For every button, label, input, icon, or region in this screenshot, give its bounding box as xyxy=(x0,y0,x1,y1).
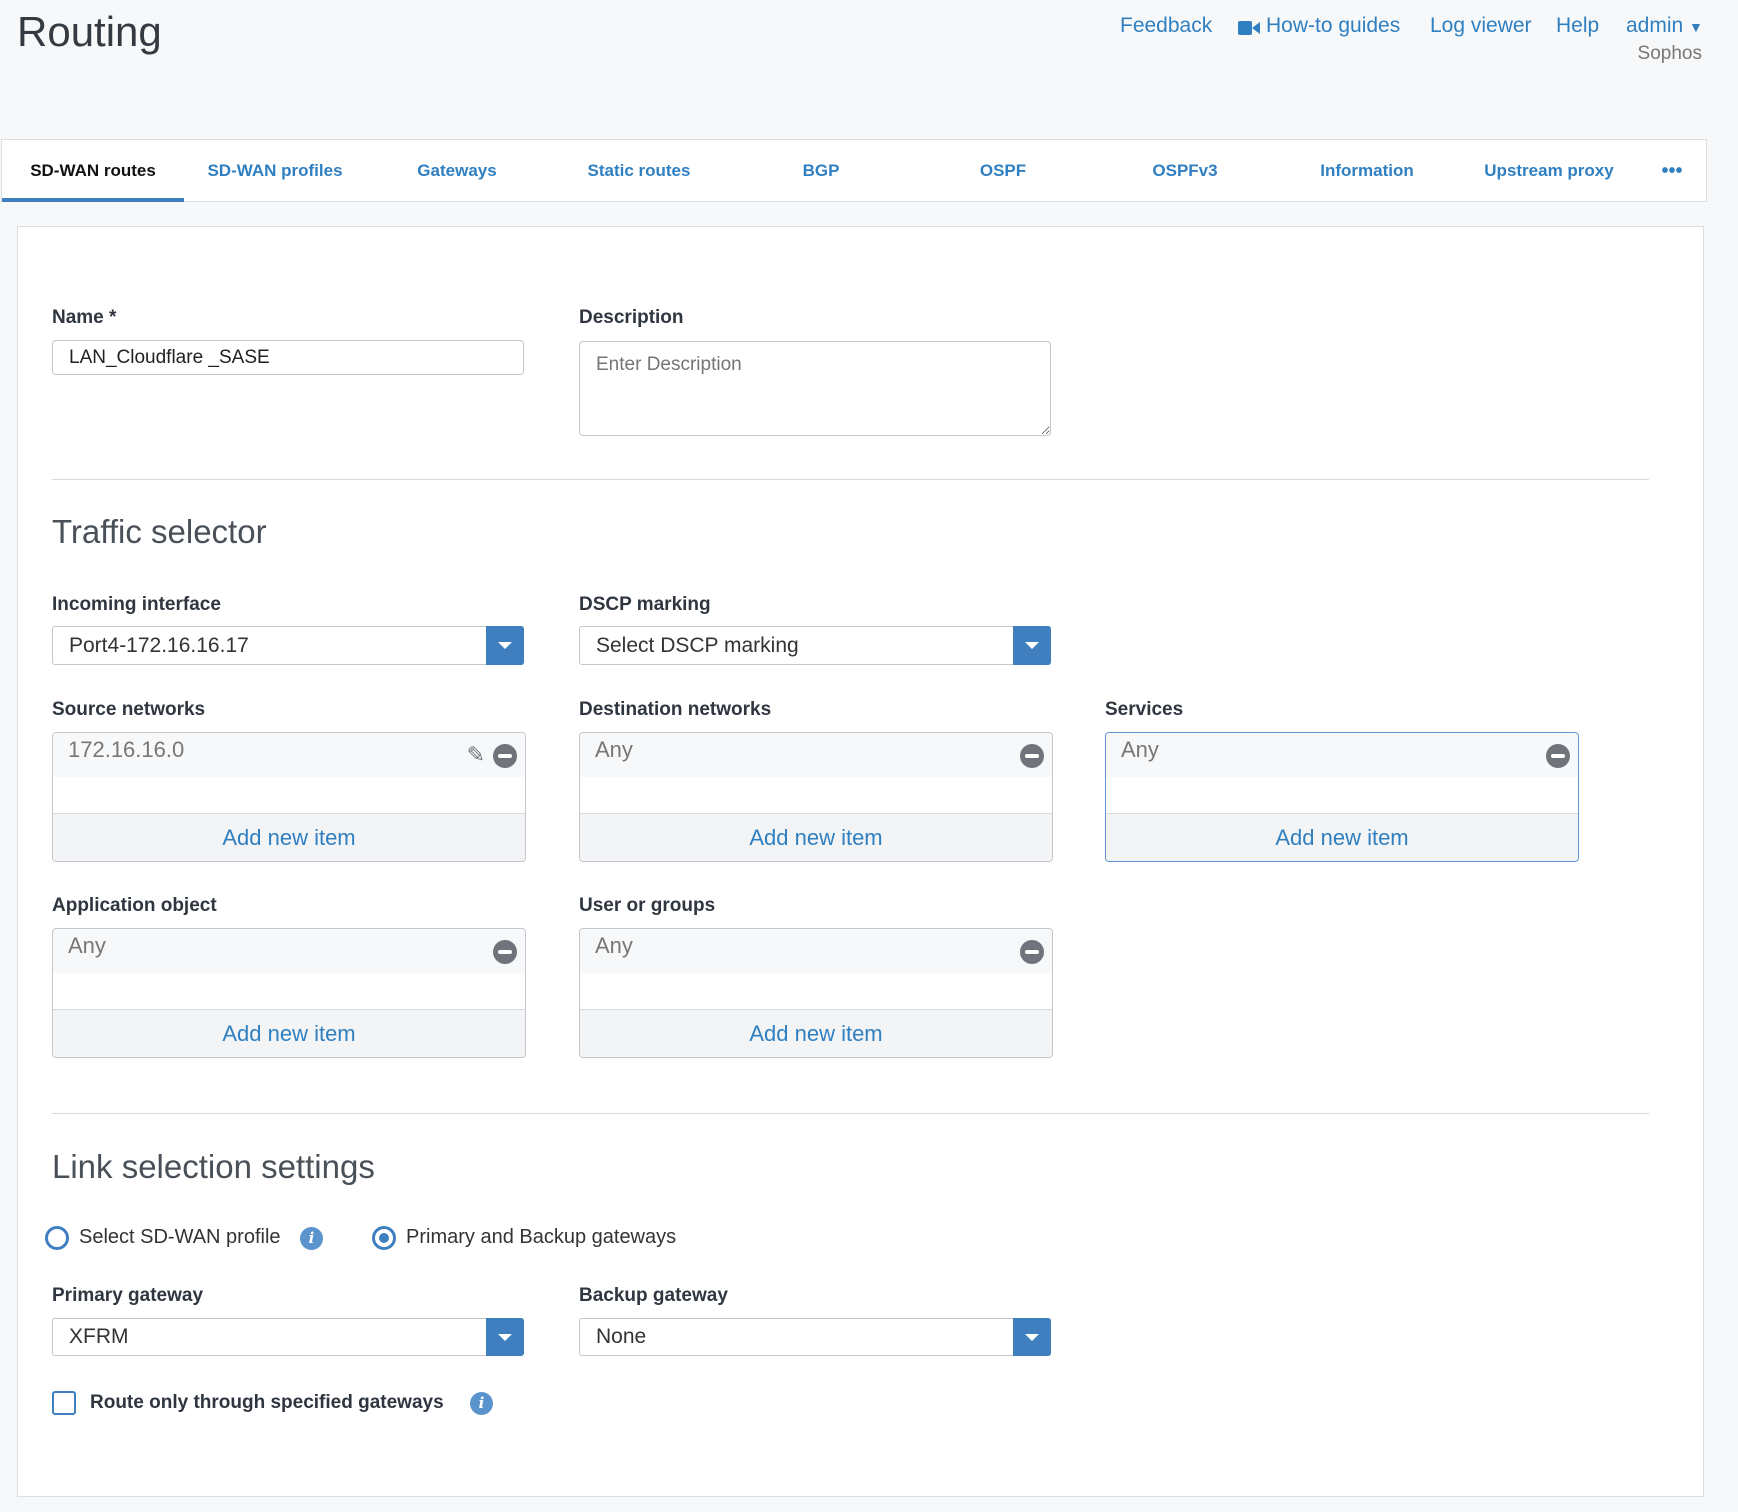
services-list: Any Add new item xyxy=(1105,732,1579,862)
primary-gateway-select[interactable]: XFRM xyxy=(52,1318,524,1356)
tab-upstream-proxy[interactable]: Upstream proxy xyxy=(1484,161,1614,180)
destination-networks-label: Destination networks xyxy=(579,699,772,720)
radio-circle[interactable] xyxy=(45,1226,69,1250)
incoming-interface-label: Incoming interface xyxy=(52,594,221,615)
backup-gateway-select[interactable]: None xyxy=(579,1318,1051,1356)
info-icon[interactable]: i xyxy=(470,1392,493,1415)
remove-icon[interactable] xyxy=(1020,940,1044,964)
backup-gateway-value: None xyxy=(596,1325,647,1348)
more-tabs-icon[interactable]: ••• xyxy=(1661,160,1683,182)
tab-sd-wan-profiles[interactable]: SD-WAN profiles xyxy=(207,161,343,180)
link-selection-heading: Link selection settings xyxy=(52,1148,375,1185)
dscp-marking-value: Select DSCP marking xyxy=(596,633,799,657)
tab-bgp[interactable]: BGP xyxy=(802,161,840,180)
source-networks-list: 172.16.16.0 ✎ Add new item xyxy=(52,732,526,862)
pencil-icon[interactable]: ✎ xyxy=(466,742,485,767)
user-groups-list: Any Add new item xyxy=(579,928,1053,1058)
radio-circle-selected[interactable] xyxy=(372,1226,396,1250)
help-link[interactable]: Help xyxy=(1556,14,1600,37)
item-label: Any xyxy=(595,737,633,762)
user-groups-label: User or groups xyxy=(579,895,716,916)
video-icon xyxy=(1238,20,1260,36)
name-label: Name * xyxy=(52,307,117,328)
tab-ospfv3[interactable]: OSPFv3 xyxy=(1152,161,1218,180)
remove-icon[interactable] xyxy=(1020,744,1044,768)
remove-icon[interactable] xyxy=(1546,744,1570,768)
radio-label: Select SD-WAN profile xyxy=(79,1226,281,1248)
add-new-item-button[interactable]: Add new item xyxy=(53,813,525,861)
name-input[interactable] xyxy=(52,340,524,375)
destination-networks-list: Any Add new item xyxy=(579,732,1053,862)
org-name: Sophos xyxy=(1637,43,1702,64)
tab-ospf[interactable]: OSPF xyxy=(979,161,1027,180)
item-label: 172.16.16.0 xyxy=(68,737,185,762)
primary-gateway-value: XFRM xyxy=(69,1325,129,1348)
tab-gateways[interactable]: Gateways xyxy=(417,161,497,180)
dscp-marking-label: DSCP marking xyxy=(579,594,711,615)
radio-primary-backup[interactable]: Primary and Backup gateways xyxy=(372,1226,712,1252)
description-label: Description xyxy=(579,307,684,328)
list-item: Any xyxy=(53,929,525,973)
divider xyxy=(52,479,1649,480)
divider xyxy=(52,1113,1649,1114)
remove-icon[interactable] xyxy=(493,940,517,964)
description-textarea[interactable] xyxy=(579,341,1051,436)
info-icon[interactable]: i xyxy=(300,1227,323,1250)
dropdown-arrow-icon[interactable] xyxy=(1013,1318,1051,1356)
incoming-interface-select[interactable]: Port4-172.16.16.17 xyxy=(52,626,524,665)
item-label: Any xyxy=(595,933,633,958)
add-new-item-button[interactable]: Add new item xyxy=(1106,813,1578,861)
primary-gateway-label: Primary gateway xyxy=(52,1285,204,1306)
tab-information[interactable]: Information xyxy=(1320,161,1414,180)
application-object-list: Any Add new item xyxy=(52,928,526,1058)
list-item: 172.16.16.0 ✎ xyxy=(53,733,525,777)
dropdown-arrow-icon[interactable] xyxy=(1013,626,1051,665)
route-only-label: Route only through specified gateways xyxy=(90,1392,444,1413)
route-only-checkbox[interactable] xyxy=(52,1391,76,1415)
add-new-item-button[interactable]: Add new item xyxy=(53,1009,525,1057)
item-label: Any xyxy=(1121,737,1159,762)
add-new-item-button[interactable]: Add new item xyxy=(580,1009,1052,1057)
radio-sd-wan-profile[interactable]: Select SD-WAN profile i xyxy=(45,1226,345,1252)
list-item: Any xyxy=(1106,733,1578,777)
incoming-interface-value: Port4-172.16.16.17 xyxy=(69,633,249,657)
feedback-link[interactable]: Feedback xyxy=(1120,14,1213,37)
page-title: Routing xyxy=(17,8,162,55)
services-label: Services xyxy=(1105,699,1184,720)
source-networks-label: Source networks xyxy=(52,699,206,720)
list-item: Any xyxy=(580,929,1052,973)
tab-sd-wan-routes[interactable]: SD-WAN routes xyxy=(2,140,184,202)
radio-label: Primary and Backup gateways xyxy=(406,1226,677,1248)
dscp-marking-select[interactable]: Select DSCP marking xyxy=(579,626,1051,665)
log-viewer-link[interactable]: Log viewer xyxy=(1430,14,1532,37)
dropdown-arrow-icon[interactable] xyxy=(486,626,524,665)
list-item: Any xyxy=(580,733,1052,777)
add-new-item-button[interactable]: Add new item xyxy=(580,813,1052,861)
application-object-label: Application object xyxy=(52,895,217,916)
traffic-selector-heading: Traffic selector xyxy=(52,513,267,550)
caret-down-icon: ▼ xyxy=(1689,19,1703,35)
remove-icon[interactable] xyxy=(493,744,517,768)
backup-gateway-label: Backup gateway xyxy=(579,1285,728,1306)
how-to-guides-link[interactable]: How-to guides xyxy=(1266,14,1401,37)
admin-label: admin xyxy=(1626,14,1684,37)
tab-static-routes[interactable]: Static routes xyxy=(587,161,691,180)
item-label: Any xyxy=(68,933,106,958)
dropdown-arrow-icon[interactable] xyxy=(486,1318,524,1356)
tab-bar: SD-WAN routes SD-WAN profiles Gateways S… xyxy=(1,139,1707,202)
admin-menu[interactable]: admin ▼ xyxy=(1626,14,1703,38)
